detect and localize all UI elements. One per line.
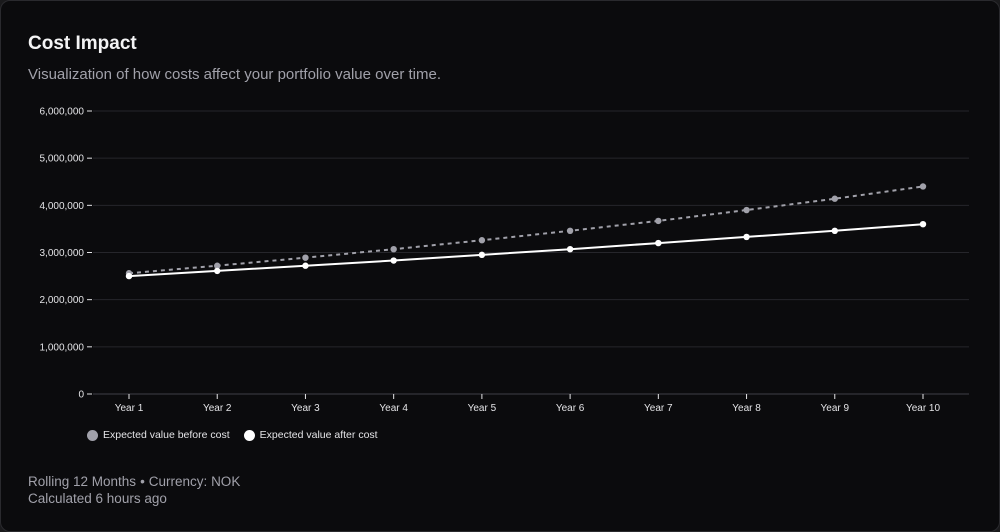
data-point-after-cost — [831, 227, 838, 235]
x-tick-label: Year 3 — [291, 403, 320, 414]
data-point-before-cost — [919, 183, 927, 190]
legend-item-after-cost[interactable]: Expected value after cost — [243, 429, 378, 441]
x-tick-label: Year 5 — [468, 403, 497, 414]
chart-legend: Expected value before cost Expected valu… — [87, 429, 378, 441]
data-point-before-cost — [831, 195, 838, 202]
y-tick-label: 3,000,000 — [40, 248, 85, 259]
data-point-after-cost — [478, 251, 486, 259]
card-footer: Rolling 12 Months • Currency: NOK Calculat… — [28, 473, 240, 507]
x-tick-label: Year 7 — [644, 403, 673, 414]
data-point-after-cost — [125, 272, 133, 280]
data-point-after-cost — [743, 233, 750, 241]
y-tick-label: 1,000,000 — [40, 342, 85, 353]
data-point-after-cost — [566, 245, 574, 253]
data-point-before-cost — [390, 245, 397, 253]
footer-separator: • — [140, 474, 145, 489]
series-line-before-cost — [128, 185, 924, 275]
x-tick-label: Year 1 — [115, 403, 144, 414]
y-tick-label: 5,000,000 — [40, 154, 85, 165]
data-point-after-cost — [655, 239, 662, 247]
data-point-before-cost — [302, 254, 309, 261]
legend-item-before-cost[interactable]: Expected value before cost — [87, 429, 230, 441]
x-tick-label: Year 9 — [821, 403, 850, 414]
series-line-after-cost — [128, 223, 924, 278]
data-point-after-cost — [214, 267, 221, 275]
x-tick-label: Year 10 — [906, 403, 941, 414]
card-subtitle: Visualization of how costs affect your p… — [28, 66, 441, 83]
currency-label: Currency: NOK — [148, 474, 241, 489]
x-tick-label: Year 2 — [203, 403, 232, 414]
data-point-before-cost — [566, 227, 574, 235]
legend-swatch-before-cost — [87, 429, 98, 441]
data-point-after-cost — [919, 221, 927, 228]
period-label: Rolling 12 Months — [28, 474, 137, 489]
y-tick-label: 2,000,000 — [40, 295, 85, 306]
data-point-after-cost — [390, 257, 397, 264]
legend-label-before-cost: Expected value before cost — [103, 429, 230, 441]
x-tick-label: Year 6 — [556, 403, 585, 414]
x-tick-label: Year 4 — [379, 403, 408, 414]
legend-swatch-after-cost — [243, 429, 255, 441]
x-tick-label: Year 8 — [732, 403, 761, 414]
legend-label-after-cost: Expected value after cost — [259, 429, 378, 441]
card-title: Cost Impact — [28, 33, 137, 54]
data-point-before-cost — [214, 262, 221, 269]
y-tick-label: 0 — [78, 390, 84, 401]
data-point-before-cost — [743, 206, 750, 214]
y-tick-label: 4,000,000 — [40, 201, 85, 212]
data-point-before-cost — [655, 217, 662, 225]
data-point-before-cost — [478, 237, 486, 244]
footer-meta-line: Rolling 12 Months • Currency: NOK — [28, 473, 240, 490]
y-tick-label: 6,000,000 — [40, 107, 85, 118]
data-point-after-cost — [302, 262, 309, 269]
calculated-label: Calculated 6 hours ago — [28, 491, 167, 506]
